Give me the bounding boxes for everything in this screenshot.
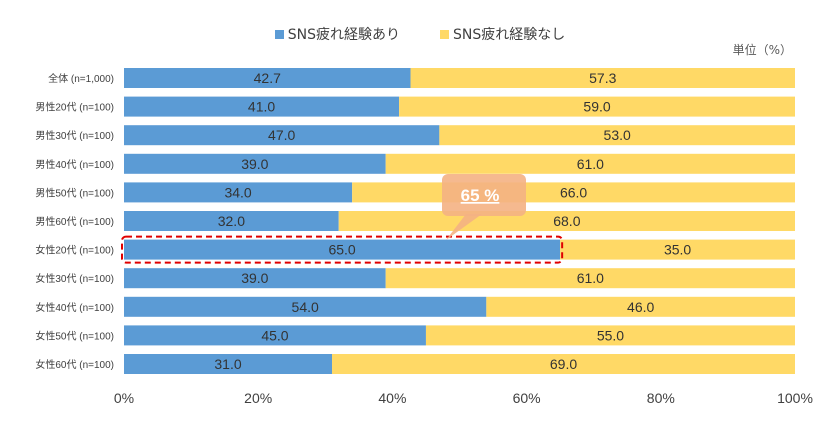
bar-experienced [124, 239, 561, 260]
data-label: 35.0 [664, 242, 691, 258]
data-label: 61.0 [577, 270, 604, 286]
bar-not-experienced [439, 125, 795, 146]
data-label: 68.0 [553, 213, 580, 229]
data-label: 54.0 [292, 299, 319, 315]
bar-experienced [124, 125, 440, 146]
data-label: 69.0 [550, 356, 577, 372]
data-label: 46.0 [627, 299, 654, 315]
bar-not-experienced [486, 296, 795, 317]
bar-not-experienced [425, 325, 795, 346]
bar-not-experienced [399, 96, 795, 117]
bar-experienced [124, 211, 339, 231]
data-label: 34.0 [224, 184, 251, 200]
bar-not-experienced [385, 268, 795, 289]
bar-not-experienced [385, 153, 795, 174]
legend-swatch-not-experienced [440, 29, 449, 39]
data-label: 47.0 [268, 127, 295, 143]
legend-item-experienced: SNS疲れ経験あり [274, 24, 400, 44]
data-label: 59.0 [583, 99, 610, 115]
data-label: 61.0 [577, 156, 604, 172]
data-label: 57.3 [589, 70, 616, 86]
legend-item-not-experienced: SNS疲れ経験なし [440, 24, 565, 44]
x-tick-label: 60% [513, 390, 541, 406]
bar-experienced [124, 96, 400, 117]
data-label: 53.0 [604, 127, 631, 143]
category-label: 女性20代 (n=100) [35, 244, 114, 257]
callout-pointer [446, 214, 482, 240]
unit-label: 単位（%） [732, 43, 792, 57]
data-label: 39.0 [241, 156, 268, 172]
legend-swatch-experienced [274, 29, 284, 39]
category-label: 男性40代 (n=100) [35, 158, 114, 171]
bar-experienced [124, 296, 487, 317]
category-label: 男性50代 (n=100) [35, 186, 114, 199]
category-label: 全体 (n=1,000) [48, 72, 114, 85]
callout-bubble [442, 174, 526, 216]
category-label: 女性50代 (n=100) [35, 329, 114, 342]
bar-not-experienced [410, 68, 795, 88]
category-label: 女性30代 (n=100) [35, 272, 114, 285]
bar-not-experienced [560, 239, 795, 260]
bar-experienced [124, 325, 426, 346]
data-label: 55.0 [597, 327, 624, 343]
data-label: 65.0 [328, 242, 355, 258]
category-label: 男性20代 (n=100) [35, 101, 114, 114]
bar-experienced [124, 268, 386, 289]
data-label: 66.0 [560, 184, 587, 200]
x-tick-label: 40% [378, 390, 406, 406]
x-tick-label: 20% [244, 390, 272, 406]
bar-experienced [124, 68, 411, 88]
data-label: 41.0 [248, 99, 275, 115]
bar-experienced [124, 182, 353, 203]
data-label: 31.0 [214, 356, 241, 372]
bar-experienced [124, 354, 333, 374]
callout-text: 65 % [461, 186, 500, 205]
data-label: 45.0 [261, 327, 288, 343]
legend-label-not-experienced: SNS疲れ経験なし [453, 27, 566, 43]
bar-experienced [124, 153, 386, 174]
legend: SNS疲れ経験あり SNS疲れ経験なし [0, 24, 840, 44]
data-label: 39.0 [241, 270, 268, 286]
bar-not-experienced [332, 354, 795, 374]
x-tick-label: 80% [647, 390, 675, 406]
x-tick-label: 0% [114, 390, 134, 406]
data-label: 32.0 [218, 213, 245, 229]
category-label: 女性40代 (n=100) [35, 301, 114, 314]
legend-label-experienced: SNS疲れ経験あり [287, 27, 400, 43]
data-label: 42.7 [254, 70, 281, 86]
category-label: 女性60代 (n=100) [35, 358, 114, 371]
x-tick-label: 100% [777, 390, 813, 406]
category-label: 男性30代 (n=100) [35, 129, 114, 142]
category-label: 男性60代 (n=100) [35, 215, 114, 228]
